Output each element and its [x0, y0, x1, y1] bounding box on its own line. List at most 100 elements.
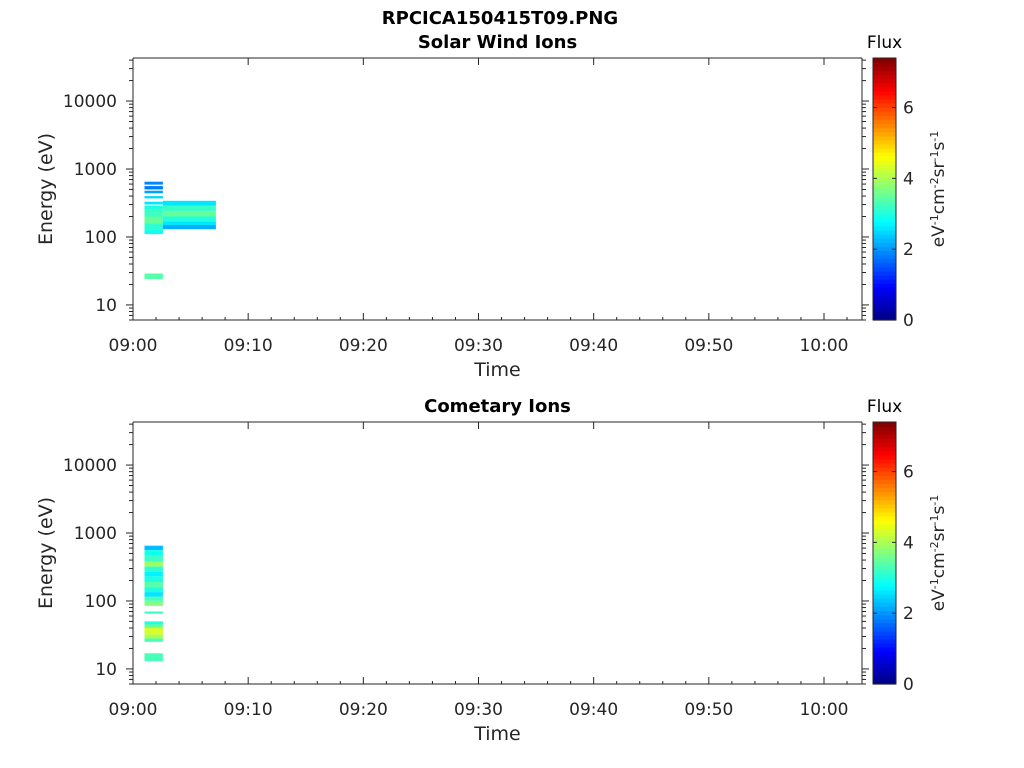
colorbar-segment	[873, 512, 896, 517]
panel-cometary: Cometary Ions 09:00 09:10 09:20 09:30 09:40 09…	[35, 396, 949, 745]
colorbar-segment	[873, 119, 896, 125]
colorbar-segment	[873, 667, 896, 673]
colorbar-segment	[873, 581, 896, 587]
x-axis-label: Time	[473, 723, 521, 745]
colorbar-tick-label: 6	[903, 99, 914, 119]
colorbar-segment	[873, 291, 896, 297]
flux-cell	[144, 545, 163, 551]
colorbar-segment	[873, 184, 896, 190]
colorbar-segment	[873, 630, 896, 636]
colorbar-segment	[873, 168, 896, 174]
flux-cell	[162, 225, 216, 230]
colorbar-segment	[873, 634, 896, 640]
colorbar-segment	[873, 295, 896, 301]
colorbar-segment	[873, 647, 896, 652]
colorbar-tick-label: 0	[903, 675, 914, 695]
colorbar-segment	[873, 532, 896, 538]
colorbar-frame	[872, 57, 897, 321]
colorbar-frame	[872, 421, 897, 685]
flux-cell	[144, 561, 163, 567]
y-tick-label: 10000	[63, 92, 117, 112]
colorbar-segment	[873, 234, 896, 239]
colorbar-segment	[873, 311, 896, 317]
colorbar-segment	[873, 643, 896, 648]
y-tick-label: 10	[95, 296, 117, 316]
x-tick-label: 09:30	[454, 336, 503, 356]
colorbar-segment	[873, 671, 896, 677]
colorbar-segment	[873, 148, 896, 153]
colorbar-segment	[873, 58, 896, 63]
x-tick-label: 09:40	[569, 336, 618, 356]
colorbar-label: eV-1cm-2sr-1s-1	[928, 131, 949, 248]
flux-cell	[144, 638, 163, 642]
colorbar-segment	[873, 659, 896, 665]
colorbar-segment	[873, 238, 896, 243]
y-tick-label: 10000	[63, 456, 117, 476]
colorbar-segment	[873, 86, 896, 92]
flux-cell	[144, 550, 163, 556]
colorbar-segment	[873, 524, 896, 530]
flux-cell	[162, 211, 216, 217]
colorbar-segment	[873, 434, 896, 439]
colorbar-segment	[873, 127, 896, 133]
colorbar-segment	[873, 180, 896, 186]
colorbar-segment	[873, 540, 896, 546]
colorbar-segment	[873, 471, 896, 476]
colorbar-segment	[873, 565, 896, 570]
colorbar-segment	[873, 172, 896, 178]
colorbar-segment	[873, 483, 896, 489]
colorbar-segment	[873, 189, 896, 194]
colorbar-segment	[873, 62, 896, 67]
flux-cell	[144, 611, 163, 614]
flux-cell	[144, 205, 163, 210]
colorbar-tick-label: 4	[903, 533, 914, 553]
x-tick-label: 09:00	[109, 336, 158, 356]
x-tick-label: 09:30	[454, 700, 503, 720]
panel-solar-wind: Solar Wind Ions 09:00 09:10 09:20 09:30 09:40…	[35, 32, 949, 381]
y-tick-label: 1000	[74, 524, 117, 544]
flux-cell	[144, 216, 163, 224]
colorbar-segment	[873, 98, 896, 104]
colorbar-segment	[873, 479, 896, 484]
flux-cell	[144, 571, 163, 577]
flux-cell	[144, 196, 163, 199]
x-tick-label: 09:20	[339, 700, 388, 720]
flux-cell	[162, 205, 216, 212]
x-tick-label: 09:00	[109, 700, 158, 720]
colorbar-segment	[873, 593, 896, 599]
colorbar-segment	[873, 242, 896, 247]
colorbar-segment	[873, 176, 896, 182]
x-tick-label: 10:00	[799, 700, 848, 720]
x-tick-label: 09:40	[569, 700, 618, 720]
colorbar-segment	[873, 573, 896, 579]
colorbar-segment	[873, 66, 896, 71]
colorbar-segment	[873, 78, 896, 84]
colorbar-segment	[873, 213, 896, 219]
colorbar-segment	[873, 569, 896, 575]
colorbar-segment	[873, 462, 896, 468]
colorbar-segment	[873, 262, 896, 268]
colorbar-segment	[873, 229, 896, 235]
colorbar-segment	[873, 606, 896, 611]
colorbar-segment	[873, 123, 896, 129]
colorbar-segment	[873, 536, 896, 542]
flux-cell	[144, 592, 163, 597]
colorbar-segment	[873, 287, 896, 292]
flux-cell	[144, 582, 163, 588]
colorbar-segment	[873, 520, 896, 525]
flux-cell	[144, 634, 163, 639]
colorbar-segment	[873, 602, 896, 607]
flux-cell	[144, 223, 163, 230]
x-tick-label: 09:50	[684, 700, 733, 720]
colorbar-segment	[873, 74, 896, 80]
colorbar-segment	[873, 426, 896, 431]
colorbar-segment	[873, 544, 896, 550]
flux-cell	[144, 596, 163, 601]
colorbar-segment	[873, 622, 896, 628]
flux-cell	[144, 273, 163, 280]
x-tick-label: 09:10	[224, 700, 273, 720]
colorbar-segment	[873, 250, 896, 256]
colorbar-segment	[873, 209, 896, 215]
colorbar-segment	[873, 585, 896, 591]
colorbar-segment	[873, 82, 896, 88]
